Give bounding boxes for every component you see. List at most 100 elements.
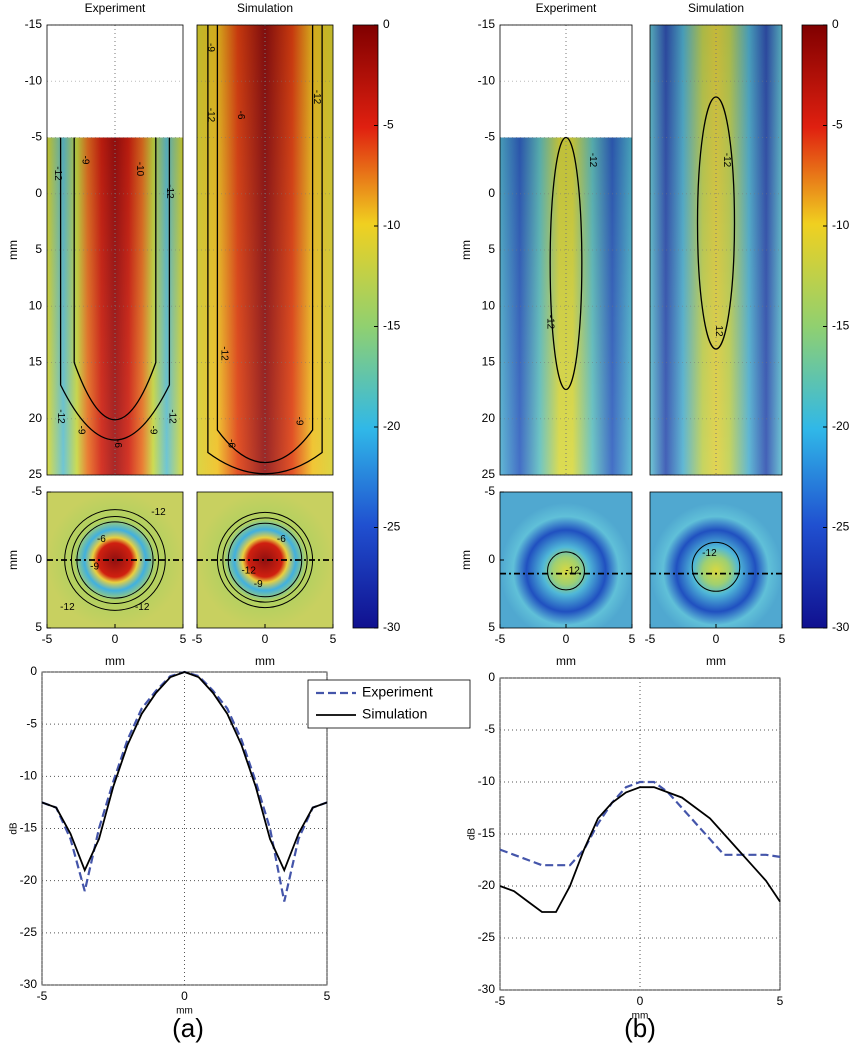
contour-label: -9	[75, 426, 86, 435]
map-title: Experiment	[85, 1, 146, 15]
contour-line	[549, 136, 583, 391]
y-tick-label: -5	[31, 130, 42, 144]
y-axis-label: mm	[6, 240, 20, 260]
contour-label: -6	[235, 111, 246, 120]
contour-label: -12	[164, 184, 175, 199]
y-axis-label: mm	[459, 240, 473, 260]
colorbar-tick-label: -5	[383, 118, 394, 132]
contour-label: -6	[97, 534, 106, 545]
y-tick-label: -15	[478, 17, 496, 31]
y-tick-label: 15	[29, 355, 43, 369]
contour-label: -12	[151, 507, 166, 518]
y-tick-label: -30	[478, 982, 496, 996]
contour-label: -12	[166, 409, 177, 424]
y-tick-label: -25	[478, 930, 496, 944]
y-tick-label: 0	[35, 186, 42, 200]
y-tick-label: -15	[478, 826, 496, 840]
contour-label: -9	[254, 579, 263, 590]
contour-label: -12	[702, 548, 717, 559]
colorbar-tick-label: -15	[832, 319, 850, 333]
y-axis-label: dB	[467, 828, 478, 841]
contour-label: -9	[205, 43, 216, 52]
x-axis-label: mm	[176, 1006, 193, 1017]
y-tick-label: 25	[29, 467, 43, 481]
series-line	[41, 671, 328, 873]
x-tick-label: -5	[495, 632, 506, 646]
heatmap-frame	[499, 491, 633, 629]
y-tick-label: 0	[488, 670, 495, 684]
x-axis-label: mm	[632, 1011, 649, 1022]
contour-label: -12	[241, 566, 256, 577]
y-tick-label: 5	[488, 620, 495, 634]
contour-label: -12	[205, 108, 216, 123]
contour-line	[696, 96, 736, 350]
contour-label: -12	[219, 346, 230, 361]
y-tick-label: -5	[484, 484, 495, 498]
y-tick-label: 20	[482, 411, 496, 425]
colorbar-tick-label: 0	[383, 17, 390, 31]
contour-label: -12	[55, 409, 66, 424]
contour-label: -12	[135, 602, 150, 613]
x-tick-label: -5	[37, 989, 48, 1003]
heatmap-frame	[499, 24, 633, 476]
x-tick-label: 0	[262, 632, 269, 646]
colorbar-tick-label: -15	[383, 319, 401, 333]
series-line	[499, 786, 781, 913]
x-tick-label: -5	[192, 632, 203, 646]
contour-label: 12	[713, 325, 724, 337]
y-axis-label: mm	[6, 550, 20, 570]
y-tick-label: 15	[482, 355, 496, 369]
contour-line	[216, 25, 314, 464]
x-tick-label: 0	[181, 989, 188, 1003]
contour-label: -6	[277, 534, 286, 545]
y-tick-label: -15	[25, 17, 43, 31]
contour-label: -12	[587, 153, 598, 168]
heatmap-image	[650, 492, 782, 628]
x-axis-label: mm	[556, 654, 576, 668]
colorbar-tick-label: -30	[383, 620, 401, 634]
y-tick-label: -10	[478, 73, 496, 87]
legend-label: Simulation	[362, 706, 427, 722]
y-tick-label: -5	[484, 130, 495, 144]
colorbar-tick-label: -25	[383, 520, 401, 534]
y-tick-label: -10	[25, 73, 43, 87]
contour-label: -12	[565, 566, 580, 577]
panel-caption: (a)	[172, 1013, 204, 1043]
y-tick-label: -5	[484, 722, 495, 736]
contour-label: -9	[90, 561, 99, 572]
y-tick-label: 10	[29, 298, 43, 312]
y-tick-label: 0	[488, 552, 495, 566]
y-tick-label: -25	[20, 925, 38, 939]
y-tick-label: 5	[488, 242, 495, 256]
legend-box	[307, 679, 471, 729]
x-tick-label: 5	[324, 989, 331, 1003]
contour-line	[691, 541, 741, 592]
colorbar-tick-label: -10	[383, 218, 401, 232]
y-tick-label: 0	[488, 186, 495, 200]
y-tick-label: -20	[20, 873, 38, 887]
heatmap-frame	[46, 24, 184, 476]
x-axis-label: mm	[706, 654, 726, 668]
heatmap-frame	[196, 24, 334, 476]
y-tick-label: -10	[478, 774, 496, 788]
map-title: Simulation	[237, 1, 293, 15]
map-title: Simulation	[688, 1, 744, 15]
colorbar-tick-label: -20	[383, 419, 401, 433]
y-axis-label: mm	[459, 550, 473, 570]
y-axis-label: dB	[9, 822, 20, 835]
x-tick-label: 5	[779, 632, 786, 646]
contour-line	[222, 517, 308, 603]
x-tick-label: -5	[645, 632, 656, 646]
contour-label: -6	[112, 439, 123, 448]
colorbar-tick-label: -5	[832, 118, 843, 132]
contour-label: -10	[134, 162, 145, 177]
x-axis-label: mm	[255, 654, 275, 668]
heatmap-frame	[196, 491, 334, 629]
y-tick-label: 0	[35, 552, 42, 566]
heatmap-frame	[649, 491, 783, 629]
y-tick-label: -15	[20, 821, 38, 835]
x-axis-label: mm	[105, 654, 125, 668]
y-tick-label: 5	[35, 620, 42, 634]
colorbar-tick-label: 0	[832, 17, 839, 31]
x-tick-label: 5	[777, 994, 784, 1008]
